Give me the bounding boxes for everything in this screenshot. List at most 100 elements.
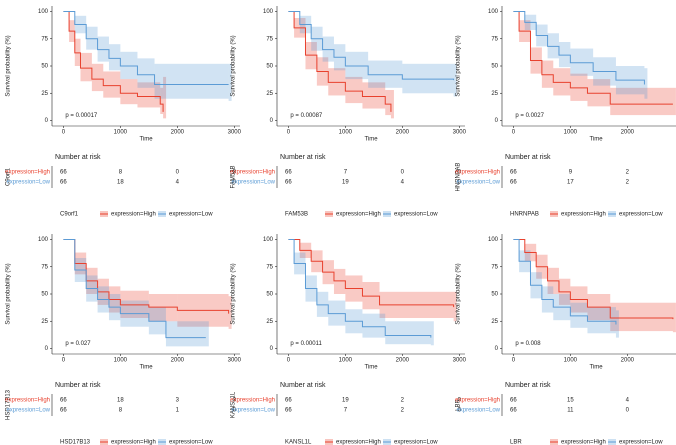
- risk-count: 66: [510, 180, 517, 186]
- y-tick-label: 75: [266, 264, 273, 270]
- survival-curve: [513, 10, 645, 85]
- risk-count: 0: [233, 408, 237, 414]
- y-tick-label: 0: [270, 118, 274, 124]
- confidence-band: [587, 307, 616, 334]
- y-tick-label: 75: [41, 36, 48, 42]
- risk-count: 66: [285, 408, 292, 414]
- p-value: p = 0.008: [515, 341, 541, 347]
- confidence-band: [570, 73, 588, 101]
- confidence-band: [148, 294, 178, 322]
- x-tick-label: 0: [512, 130, 516, 136]
- confidence-band: [316, 291, 329, 317]
- risk-title: Number at risk: [505, 382, 551, 389]
- risk-count: 2: [626, 170, 630, 176]
- legend-label: expression=High: [336, 212, 381, 218]
- y-axis-label: Survival probability (%): [231, 263, 237, 324]
- confidence-band: [672, 302, 676, 333]
- confidence-band: [97, 36, 109, 62]
- confidence-band: [228, 296, 232, 329]
- x-tick-label: 2000: [396, 358, 410, 364]
- x-tick-label: 0: [287, 130, 291, 136]
- risk-gene-label: LBR: [456, 398, 462, 410]
- legend-title: KANSL1L: [285, 440, 312, 445]
- confidence-band: [453, 63, 457, 97]
- x-axis-label: Time: [139, 137, 153, 143]
- y-tick-label: 0: [495, 118, 499, 124]
- legend-label: expression=Low: [169, 212, 213, 218]
- risk-count: 0: [233, 180, 237, 186]
- risk-count: 18: [117, 180, 124, 186]
- risk-count: 19: [342, 398, 349, 404]
- y-tick-label: 25: [266, 319, 273, 325]
- confidence-band: [587, 79, 611, 107]
- y-tick-label: 50: [41, 292, 48, 298]
- confidence-band: [368, 60, 403, 88]
- confidence-band: [160, 87, 164, 114]
- legend-label: expression=Low: [619, 212, 663, 218]
- confidence-band: [362, 82, 386, 109]
- risk-count: 66: [60, 170, 67, 176]
- confidence-band: [137, 82, 161, 108]
- x-tick-label: 0: [287, 358, 291, 364]
- risk-row-label: expression=High: [455, 170, 500, 176]
- y-tick-label: 25: [41, 91, 48, 97]
- x-axis-label: Time: [364, 365, 378, 371]
- survival-curve: [63, 10, 229, 86]
- risk-count: 9: [569, 170, 573, 176]
- legend-label: expression=Low: [394, 440, 438, 445]
- confidence-band: [322, 36, 334, 62]
- y-tick-label: 75: [41, 264, 48, 270]
- x-tick-label: 0: [512, 358, 516, 364]
- x-tick-label: 1000: [339, 130, 353, 136]
- survival-curve: [63, 10, 164, 112]
- confidence-band: [615, 310, 619, 338]
- y-tick-label: 50: [491, 292, 498, 298]
- x-tick-label: 3000: [228, 358, 242, 364]
- risk-row-label: expression=High: [5, 170, 50, 176]
- risk-count: 2: [401, 398, 405, 404]
- risk-count: 66: [510, 170, 517, 176]
- risk-title: Number at risk: [280, 382, 326, 389]
- risk-count: 11: [567, 408, 574, 414]
- confidence-band: [91, 63, 104, 92]
- confidence-band: [541, 60, 554, 88]
- risk-count: 66: [285, 180, 292, 186]
- risk-row-label: expression=High: [230, 170, 275, 176]
- risk-gene-label: KANSL1L: [231, 391, 237, 418]
- confidence-band: [610, 87, 673, 116]
- y-axis-label: Survival probability (%): [6, 35, 12, 96]
- y-tick-label: 75: [491, 264, 498, 270]
- survival-curve: [513, 238, 617, 325]
- y-tick-label: 50: [41, 64, 48, 70]
- y-tick-label: 100: [38, 237, 49, 243]
- x-tick-label: 0: [62, 358, 66, 364]
- x-tick-label: 3000: [453, 358, 467, 364]
- risk-count: 66: [510, 408, 517, 414]
- risk-row-label: expression=Low: [231, 180, 275, 186]
- confidence-band: [80, 52, 92, 82]
- risk-count: 0: [176, 170, 180, 176]
- y-tick-label: 50: [266, 64, 273, 70]
- risk-row-label: expression=High: [230, 398, 275, 404]
- legend-label: expression=Low: [394, 212, 438, 218]
- risk-count: 15: [567, 398, 574, 404]
- confidence-band: [333, 268, 346, 294]
- x-tick-label: 3000: [228, 130, 242, 136]
- p-value: p = 0.00011: [290, 341, 322, 347]
- confidence-band: [385, 90, 391, 116]
- risk-count: 4: [626, 398, 630, 404]
- confidence-band: [345, 76, 363, 104]
- confidence-band: [362, 282, 380, 310]
- p-value: p = 0.00017: [65, 113, 98, 119]
- y-tick-label: 100: [488, 237, 499, 243]
- confidence-band: [305, 42, 317, 70]
- risk-count: 0: [458, 398, 462, 404]
- risk-count: 17: [567, 180, 574, 186]
- confidence-band: [205, 321, 209, 347]
- risk-count: 0: [458, 180, 462, 186]
- p-value: p = 0.0027: [515, 113, 544, 119]
- x-tick-label: 1000: [114, 130, 128, 136]
- risk-row-label: expression=Low: [456, 180, 500, 186]
- confidence-band: [345, 51, 369, 80]
- y-axis-label: Survival probability (%): [456, 263, 462, 324]
